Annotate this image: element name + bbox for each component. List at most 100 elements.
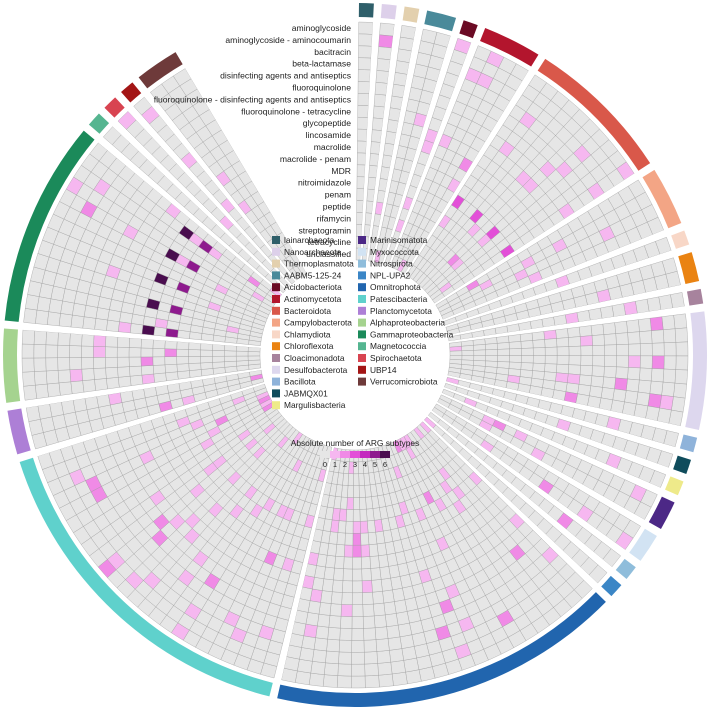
heatmap-cell — [351, 616, 364, 629]
heatmap-cell — [351, 663, 366, 677]
legend-label: NPL-UPA2 — [370, 270, 411, 280]
legend-label: Spirochaetota — [370, 353, 422, 363]
heatmap-cell — [371, 579, 383, 593]
heatmap-cell — [361, 580, 373, 593]
heatmap-cell — [639, 343, 653, 357]
heatmap-cell — [369, 555, 380, 569]
heatmap-cell — [81, 334, 95, 347]
heatmap-cell — [342, 580, 353, 593]
taxon-band-myxococcota — [629, 528, 657, 561]
heatmap-cell — [224, 350, 237, 357]
heatmap-cell — [592, 355, 605, 367]
taxon-gap — [274, 447, 334, 680]
heatmap-cell — [364, 663, 379, 677]
heatmap-cell — [129, 323, 144, 335]
heatmap-cell — [622, 401, 637, 417]
legend-swatch — [272, 247, 280, 256]
heatmap-cell — [396, 611, 410, 626]
heatmap-cell — [152, 339, 166, 349]
heatmap-cell — [485, 349, 498, 356]
heatmap-cell — [337, 520, 347, 534]
heatmap-cell — [591, 334, 605, 346]
heatmap-cell — [635, 391, 650, 407]
heatmap-cell — [45, 331, 59, 346]
heatmap-cell — [663, 355, 677, 370]
heatmap-cell — [663, 342, 677, 357]
taxon-gap — [434, 173, 639, 306]
heatmap-cell — [360, 544, 371, 558]
heatmap-cell — [94, 318, 108, 331]
heatmap-cell — [105, 336, 119, 348]
taxon-band-actinomycetota — [480, 27, 539, 67]
heatmap-cell — [327, 627, 341, 641]
heatmap-cell — [374, 626, 389, 640]
heatmap-cell — [639, 367, 653, 382]
heatmap-cell — [23, 384, 38, 401]
heatmap-cell — [358, 57, 372, 71]
legend-swatch — [358, 318, 366, 327]
taxon-gap — [360, 22, 381, 261]
heatmap-cell — [661, 315, 676, 330]
heatmap-cell — [343, 556, 353, 570]
heatmap-cell — [69, 368, 83, 382]
heatmap-cell — [647, 393, 662, 409]
heatmap-cell — [568, 336, 581, 347]
heatmap-cell — [358, 45, 372, 59]
heatmap-cell — [385, 613, 399, 627]
legend-swatch — [272, 236, 280, 244]
legend-label: Nanoarchaeota — [284, 247, 342, 257]
heatmap-cell — [591, 365, 605, 378]
heatmap-cell — [532, 362, 546, 372]
legend-label: Magnetococcia — [370, 341, 427, 351]
heatmap-cell — [356, 152, 367, 166]
heatmap-cell — [212, 350, 225, 357]
heatmap-cell — [675, 355, 689, 371]
heatmap-cell — [58, 313, 73, 328]
row-label: rifamycin — [317, 213, 352, 223]
heatmap-cell — [344, 532, 354, 546]
heatmap-cell — [247, 351, 261, 357]
heatmap-cell — [351, 640, 365, 653]
taxon-gap — [366, 24, 402, 261]
heatmap-cell — [370, 141, 381, 155]
heatmap-cell — [399, 634, 415, 649]
taxon-bands — [3, 3, 707, 708]
heatmap-cell — [345, 520, 354, 534]
heatmap-cell — [659, 394, 674, 411]
heatmap-cell — [649, 316, 664, 331]
legend-swatch — [272, 306, 280, 315]
heatmap-cell — [140, 347, 154, 358]
taxon-gap — [144, 92, 297, 282]
row-label: macrolide - penam — [280, 154, 351, 164]
heatmap-cell — [352, 556, 362, 570]
heatmap-cell — [637, 379, 652, 394]
taxon-band-omnitrophota — [277, 592, 606, 708]
color-scale-swatch — [330, 451, 340, 458]
heatmap-cell — [671, 396, 686, 413]
heatmap-cell — [627, 331, 641, 345]
heatmap-cell — [200, 349, 213, 357]
heatmap-cell — [473, 355, 486, 362]
heatmap-cell — [83, 305, 98, 319]
heatmap-cell — [627, 367, 641, 381]
heatmap-cell — [345, 509, 354, 522]
heatmap-cell — [508, 341, 522, 350]
heatmap-cell — [176, 341, 190, 350]
heatmap-cell — [93, 367, 107, 380]
taxon-gap — [436, 401, 645, 527]
row-label: beta-lactamase — [292, 59, 351, 69]
heatmap-cell — [614, 320, 628, 334]
heatmap-cell — [224, 360, 237, 368]
heatmap-cell — [611, 303, 626, 317]
heatmap-cell — [200, 343, 213, 351]
heatmap-cell — [129, 337, 142, 349]
legend-label: Chlamydiota — [284, 329, 331, 339]
heatmap-cell — [129, 365, 143, 377]
heatmap-cell — [353, 497, 360, 510]
heatmap-cell — [69, 357, 83, 370]
heatmap-cell — [352, 533, 362, 546]
row-label: glycopeptide — [303, 118, 351, 128]
heatmap-cell — [58, 381, 73, 396]
taxon-gap — [112, 121, 288, 290]
heatmap-cell — [188, 356, 201, 364]
